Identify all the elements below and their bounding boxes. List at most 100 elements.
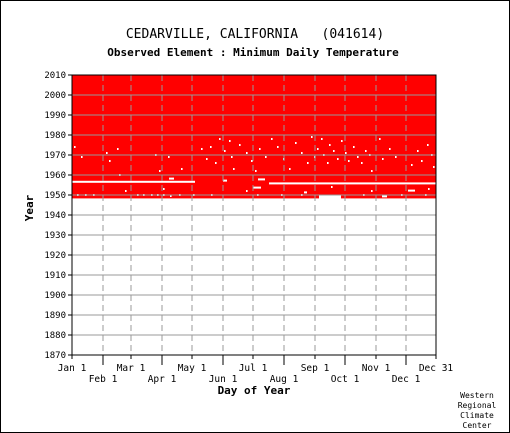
- missing-day-80: [246, 190, 248, 192]
- missing-day-83: [428, 188, 430, 190]
- missing-day-24: [265, 156, 267, 158]
- x-tick-label-feb-1: Feb 1: [89, 374, 118, 385]
- x-axis-title: Day of Year: [218, 384, 291, 397]
- missing-day-1: [81, 156, 83, 158]
- missing-day-50: [379, 138, 381, 140]
- missing-day-7: [159, 170, 161, 172]
- y-tick-label-1940: 1940: [44, 211, 66, 221]
- missing-day-54: [411, 164, 413, 166]
- missing-day-55: [417, 150, 419, 152]
- missing-day-45: [357, 156, 359, 158]
- missing-day-47: [365, 150, 367, 152]
- missing-day-23: [259, 148, 261, 150]
- missing-day-21: [251, 160, 253, 162]
- x-tick-label-dec-1: Dec 1: [392, 374, 421, 385]
- missing-day-40: [337, 158, 339, 160]
- missing-day-16: [229, 140, 231, 142]
- y-tick-label-1950: 1950: [44, 191, 66, 201]
- missing-day-22: [255, 170, 257, 172]
- missing-day-2: [106, 152, 108, 154]
- y-tick-label-1910: 1910: [44, 271, 66, 281]
- y-tick-label-1900: 1900: [44, 291, 66, 301]
- missing-segment-0: [72, 180, 195, 183]
- missing-day-11: [206, 158, 208, 160]
- x-tick-label-oct-1: Oct 1: [331, 374, 360, 385]
- missing-day-38: [329, 144, 331, 146]
- missing-day-42: [345, 152, 347, 154]
- missing-day-34: [317, 148, 319, 150]
- missing-day-49: [371, 170, 373, 172]
- y-tick-label-2000: 2000: [44, 91, 66, 101]
- x-tick-label-nov-1: Nov 1: [362, 363, 391, 374]
- y-tick-label-1980: 1980: [44, 131, 66, 141]
- chart-subtitle: Observed Element : Minimum Daily Tempera…: [107, 46, 399, 59]
- missing-day-39: [333, 150, 335, 152]
- credit-line-3: Climate: [460, 411, 494, 420]
- missing-segment-5: [253, 186, 261, 189]
- missing-day-14: [215, 162, 217, 164]
- missing-day-13: [219, 138, 221, 140]
- x-tick-label-sep-1: Sep 1: [301, 363, 330, 374]
- plot-area: [71, 74, 437, 356]
- credit-line-2: Regional: [458, 401, 497, 410]
- y-tick-label-1970: 1970: [44, 151, 66, 161]
- missing-day-9: [181, 168, 183, 170]
- y-tick-label-1960: 1960: [44, 171, 66, 181]
- missing-day-78: [125, 190, 127, 192]
- missing-day-53: [395, 156, 397, 158]
- missing-day-43: [348, 160, 350, 162]
- missing-segment-1: [269, 182, 436, 185]
- missing-day-18: [233, 168, 235, 170]
- x-tick-label-jul-1: Jul 1: [239, 363, 268, 374]
- missing-segment-6: [258, 178, 265, 181]
- missing-segment-7: [169, 177, 174, 180]
- missing-day-25: [271, 138, 273, 140]
- missing-day-41: [341, 140, 343, 142]
- missing-day-8: [168, 156, 170, 158]
- x-tick-label-jun-1: Jun 1: [209, 374, 238, 385]
- missing-day-31: [307, 162, 309, 164]
- missing-day-20: [246, 152, 248, 154]
- missing-day-52: [389, 148, 391, 150]
- missing-day-3: [109, 160, 111, 162]
- missing-day-68: [170, 195, 172, 197]
- chart-title: CEDARVILLE, CALIFORNIA (041614): [126, 27, 384, 42]
- missing-day-57: [427, 144, 429, 146]
- y-tick-label-1890: 1890: [44, 311, 66, 321]
- data-layer: [72, 75, 436, 199]
- x-tick-label-dec-31: Dec 31: [419, 363, 454, 374]
- missing-segment-9: [382, 195, 387, 198]
- missing-day-82: [371, 190, 373, 192]
- missing-day-0: [74, 146, 76, 148]
- y-tick-label-1990: 1990: [44, 111, 66, 121]
- x-tick-label-mar-1: Mar 1: [117, 363, 146, 374]
- credit-line-4: Center: [463, 421, 492, 430]
- x-tick-label-may-1: May 1: [178, 363, 207, 374]
- missing-day-46: [361, 162, 363, 164]
- missing-day-51: [382, 158, 384, 160]
- x-tick-label-aug-1: Aug 1: [270, 374, 299, 385]
- missing-day-12: [210, 146, 212, 148]
- missing-day-79: [163, 188, 165, 190]
- y-tick-label-1930: 1930: [44, 231, 66, 241]
- credit-line-1: Western: [460, 391, 494, 400]
- x-tick-label-jan-1: Jan 1: [58, 363, 87, 374]
- y-tick-label-2010: 2010: [44, 71, 66, 81]
- grid-layer: [72, 75, 436, 355]
- data-period-0: [72, 75, 436, 199]
- x-axis-ticks: Jan 1 Mar 1 May 1 Jul 1 Sep 1 Nov 1 Dec 31 Feb …: [58, 355, 454, 385]
- y-tick-label-1920: 1920: [44, 251, 66, 261]
- y-tick-label-1880: 1880: [44, 331, 66, 341]
- missing-day-59: [433, 166, 435, 168]
- missing-segment-11: [223, 179, 227, 182]
- missing-segment-10: [304, 191, 307, 194]
- missing-day-17: [231, 156, 233, 158]
- missing-segment-4: [319, 195, 341, 198]
- missing-day-44: [353, 146, 355, 148]
- missing-day-10: [201, 148, 203, 150]
- missing-day-15: [224, 150, 226, 152]
- missing-day-35: [321, 138, 323, 140]
- x-tick-label-apr-1: Apr 1: [148, 374, 177, 385]
- missing-day-28: [289, 168, 291, 170]
